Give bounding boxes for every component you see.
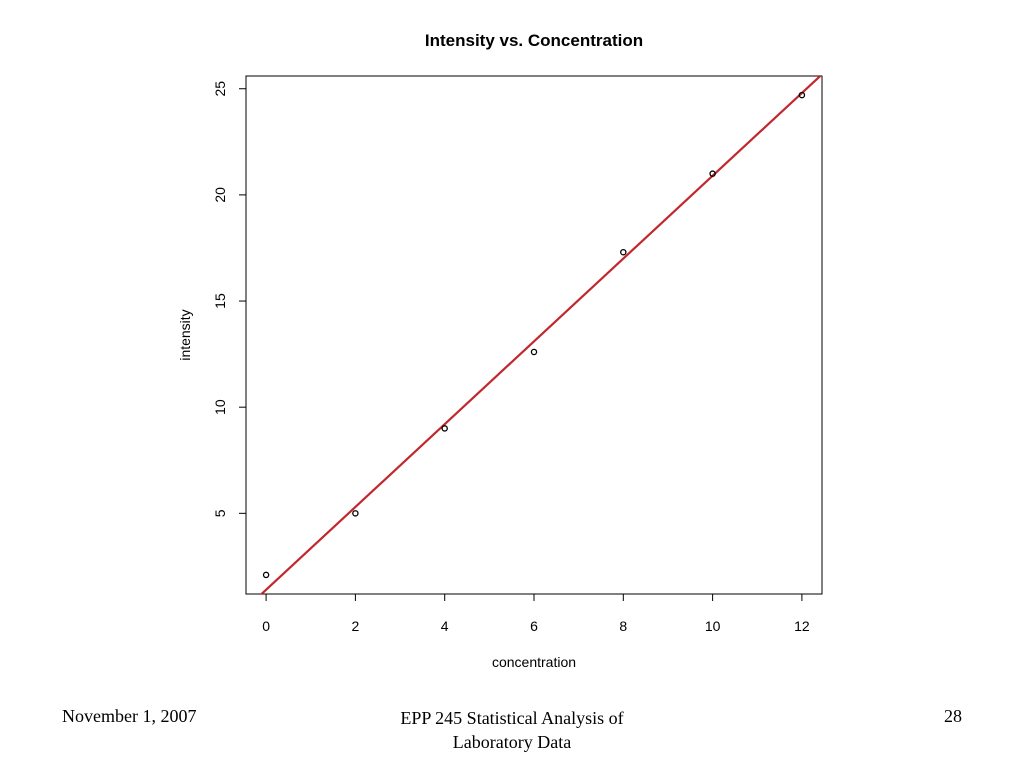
x-tick-label: 0: [262, 618, 270, 634]
chart-title: Intensity vs. Concentration: [425, 31, 643, 50]
data-point: [530, 348, 538, 356]
footer-course-title: EPP 245 Statistical Analysis of Laborato…: [362, 706, 662, 754]
x-tick-label: 10: [705, 618, 721, 634]
data-point: [441, 425, 448, 432]
data-point: [352, 510, 359, 517]
y-axis: 5 10 15 20 25: [212, 81, 247, 517]
y-tick-label: 10: [212, 399, 228, 415]
footer-date: November 1, 2007: [62, 706, 197, 726]
x-tick-label: 6: [530, 618, 538, 634]
scatter-plot: Intensity vs. Concentration 0 2 4 6 8 10 12 5 1…: [177, 31, 823, 670]
footer-course-line-1: EPP 245 Statistical Analysis of: [400, 708, 624, 728]
x-axis-label: concentration: [492, 654, 576, 670]
y-axis-label: intensity: [177, 309, 193, 360]
x-tick-label: 8: [619, 618, 627, 634]
footer-page-number: 28: [944, 706, 962, 726]
y-tick-label: 25: [212, 81, 228, 97]
x-tick-label: 4: [441, 618, 449, 634]
data-point: [709, 170, 716, 177]
y-tick-label: 5: [212, 509, 228, 517]
x-tick-label: 2: [351, 618, 359, 634]
data-point: [798, 91, 806, 99]
x-axis: 0 2 4 6 8 10 12: [262, 593, 810, 634]
y-tick-label: 20: [212, 187, 228, 203]
data-point: [620, 248, 627, 256]
footer-course-line-2: Laboratory Data: [452, 732, 572, 752]
data-point: [262, 571, 270, 579]
x-tick-label: 12: [794, 618, 810, 634]
data-points: [262, 91, 806, 579]
y-tick-label: 15: [212, 293, 228, 309]
regression-line: [259, 76, 822, 594]
